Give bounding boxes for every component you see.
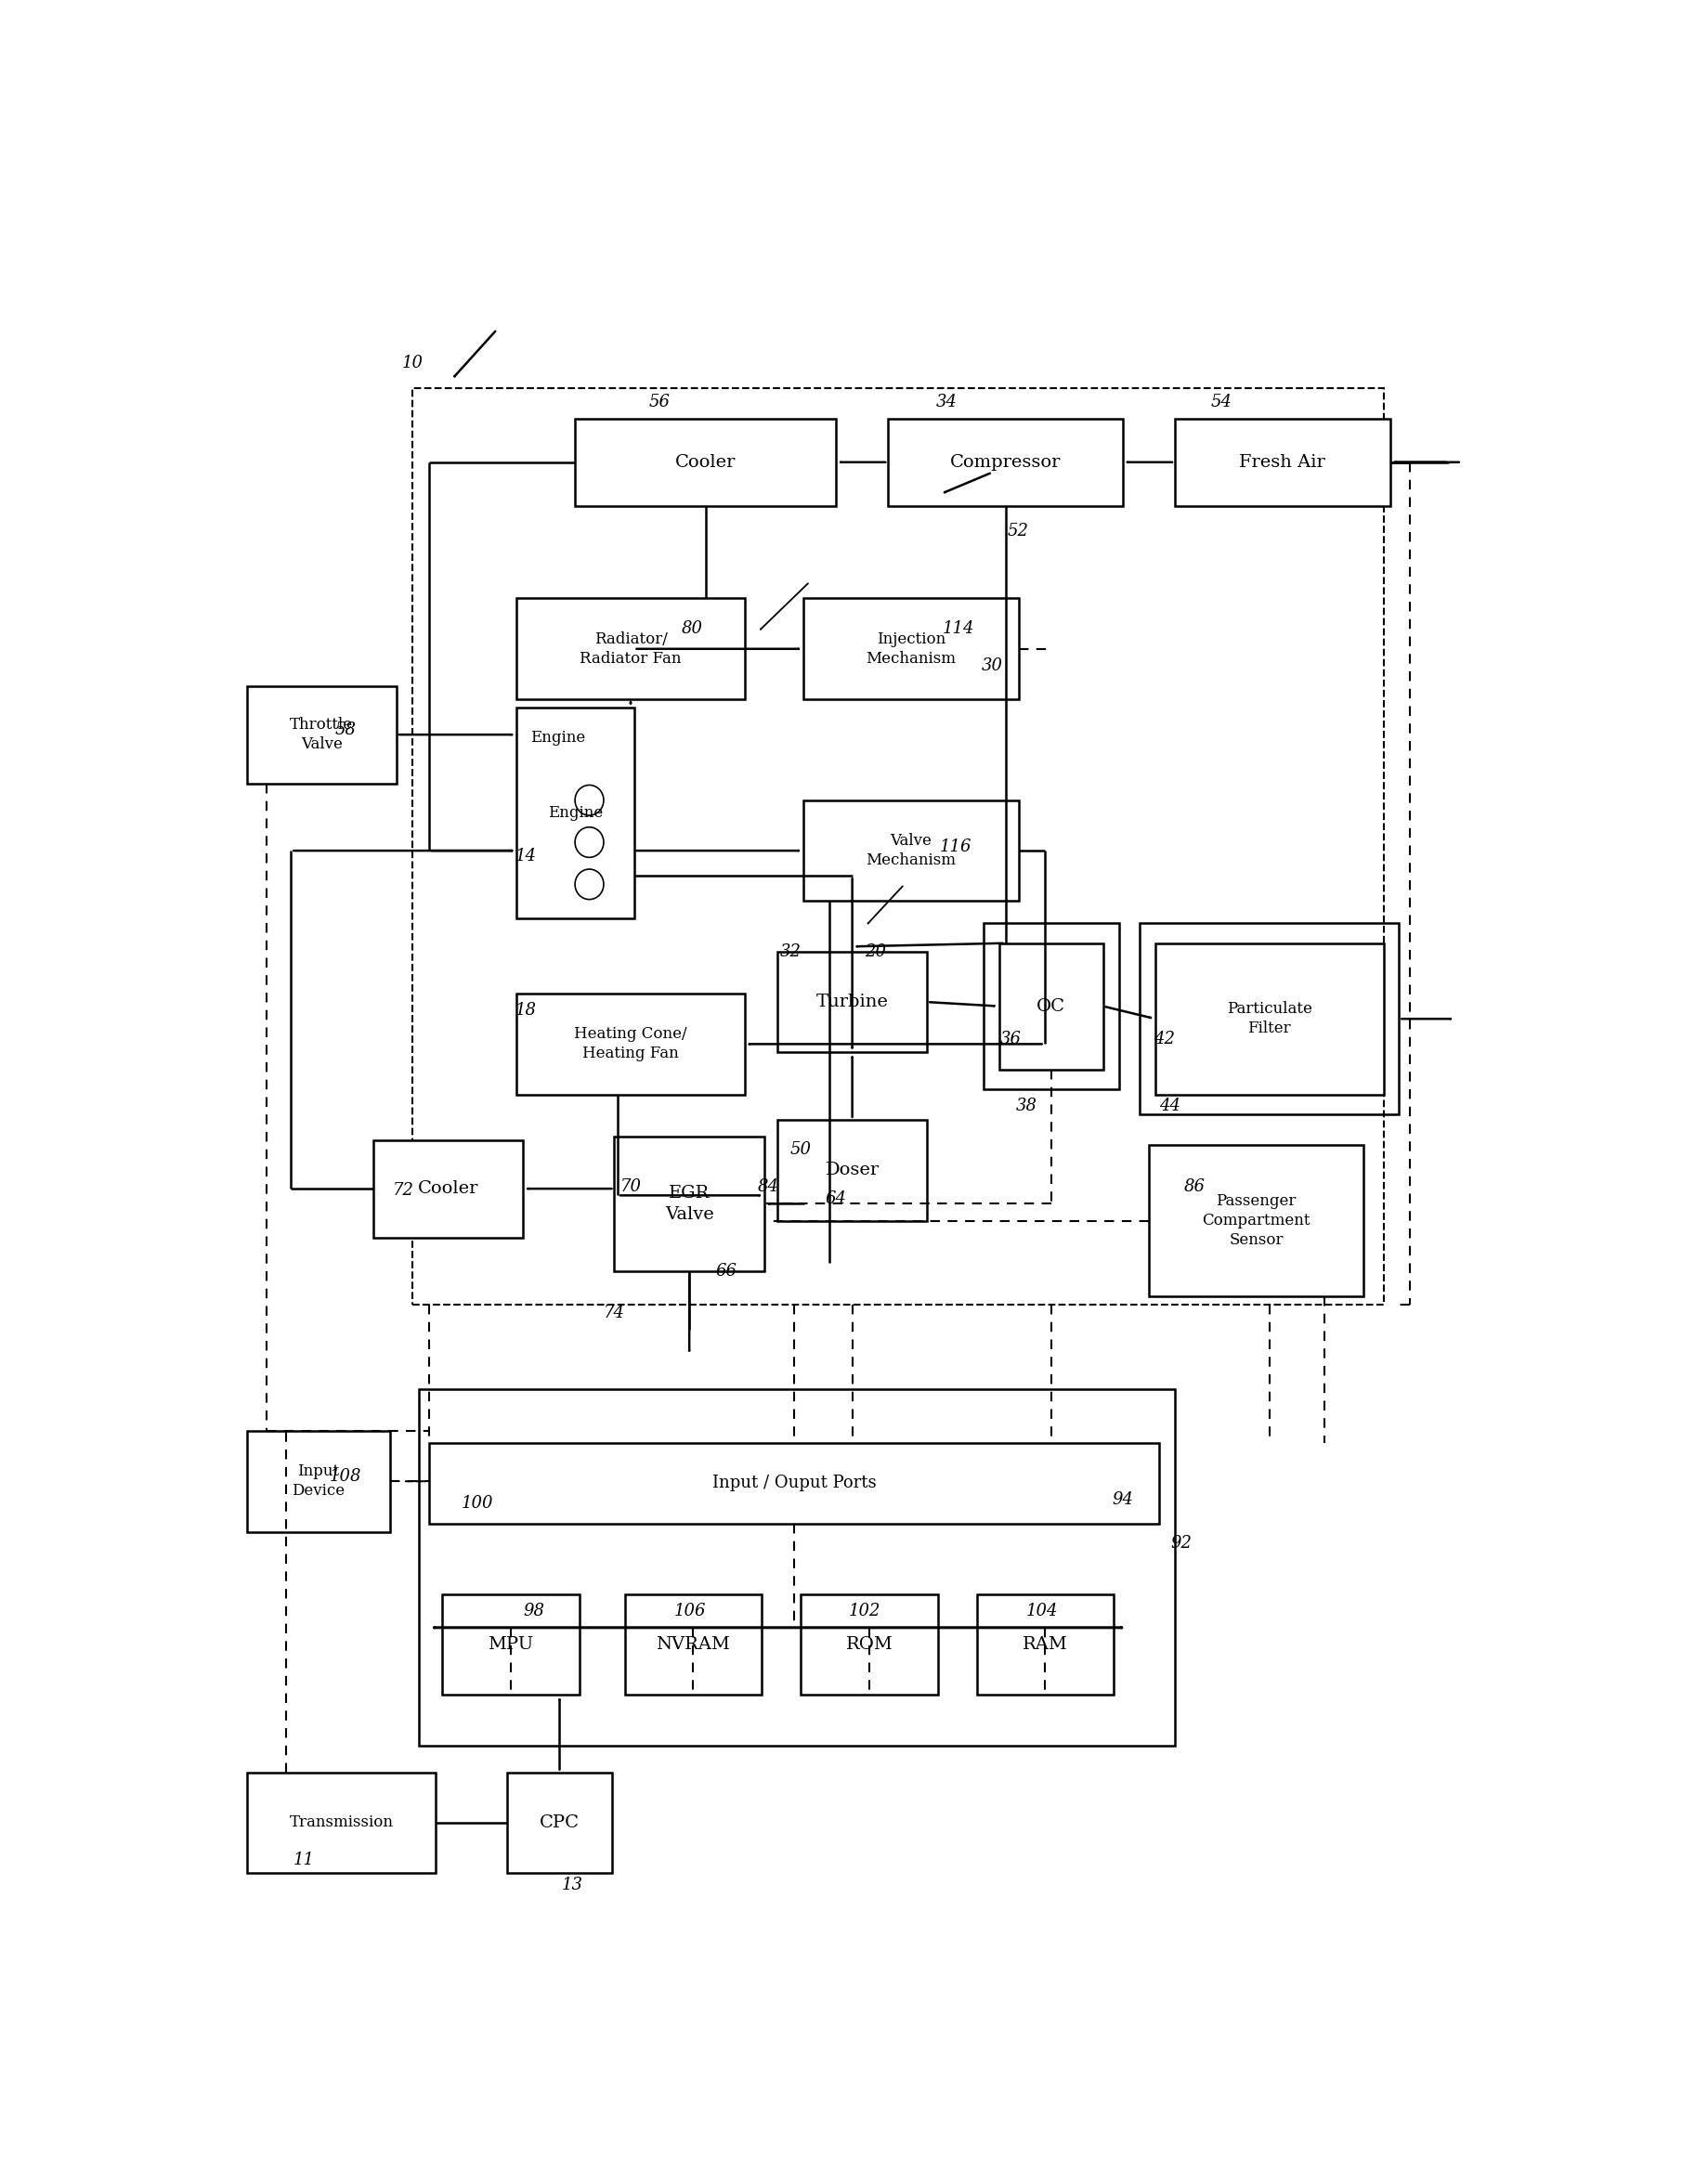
Text: 54: 54 [1211, 393, 1233, 411]
Bar [516, 708, 634, 917]
Text: 42: 42 [1154, 1031, 1176, 1048]
Text: 92: 92 [1171, 1535, 1193, 1553]
Text: 106: 106 [674, 1603, 706, 1618]
Text: 100: 100 [461, 1494, 493, 1511]
Text: RAM: RAM [1023, 1636, 1068, 1653]
Text: 10: 10 [402, 354, 422, 371]
Text: Radiator/
Radiator Fan: Radiator/ Radiator Fan [580, 631, 681, 666]
Text: 114: 114 [942, 620, 974, 638]
Bar [1156, 943, 1383, 1094]
Ellipse shape [575, 784, 604, 815]
Text: 32: 32 [780, 943, 801, 961]
Text: Cooler: Cooler [674, 454, 737, 470]
Text: Passenger
Compartment
Sensor: Passenger Compartment Sensor [1203, 1192, 1310, 1247]
Bar [777, 952, 927, 1053]
Bar [373, 1140, 523, 1238]
Text: 74: 74 [604, 1304, 626, 1321]
Bar [508, 1771, 612, 1874]
Bar [412, 389, 1384, 1304]
Bar [977, 1594, 1113, 1695]
Bar [442, 1594, 579, 1695]
Text: ROM: ROM [846, 1636, 893, 1653]
Text: Throttle
Valve: Throttle Valve [289, 716, 353, 751]
Text: 18: 18 [515, 1002, 537, 1018]
Bar [1140, 924, 1399, 1114]
Bar [801, 1594, 937, 1695]
Text: Compressor: Compressor [950, 454, 1061, 470]
Text: OC: OC [1036, 998, 1065, 1016]
Text: Valve
Mechanism: Valve Mechanism [866, 832, 955, 869]
Text: 44: 44 [1159, 1099, 1181, 1114]
Text: 52: 52 [1008, 522, 1029, 539]
Text: Doser: Doser [826, 1162, 880, 1179]
Text: 30: 30 [982, 657, 1002, 675]
Ellipse shape [575, 869, 604, 900]
Bar [247, 1431, 390, 1531]
Ellipse shape [575, 828, 604, 858]
Text: 94: 94 [1112, 1492, 1134, 1509]
Text: 34: 34 [937, 393, 957, 411]
Bar [804, 598, 1019, 699]
Text: Particulate
Filter: Particulate Filter [1226, 1000, 1312, 1037]
Text: Turbine: Turbine [816, 994, 888, 1011]
Text: Engine: Engine [548, 806, 602, 821]
Text: 58: 58 [335, 721, 357, 738]
Bar [984, 924, 1119, 1090]
Text: EGR
Valve: EGR Valve [664, 1186, 713, 1223]
Text: 84: 84 [757, 1179, 779, 1195]
Bar [247, 686, 397, 784]
Bar [1149, 1144, 1364, 1297]
Text: 104: 104 [1026, 1603, 1058, 1618]
Text: 66: 66 [717, 1262, 737, 1280]
Bar [516, 994, 745, 1094]
Bar [419, 1389, 1176, 1745]
Bar [575, 419, 836, 507]
Text: CPC: CPC [540, 1815, 580, 1830]
Bar [888, 419, 1124, 507]
Text: 50: 50 [791, 1142, 811, 1158]
Text: 86: 86 [1184, 1179, 1204, 1195]
Text: 102: 102 [849, 1603, 881, 1618]
Bar [624, 1594, 762, 1695]
Bar [247, 1771, 436, 1874]
Text: Engine: Engine [530, 729, 585, 747]
Text: 64: 64 [826, 1190, 846, 1208]
Text: 38: 38 [1016, 1099, 1038, 1114]
Bar [429, 1444, 1159, 1524]
Text: 14: 14 [515, 847, 537, 865]
Bar [804, 799, 1019, 902]
Text: NVRAM: NVRAM [656, 1636, 730, 1653]
Text: Cooler: Cooler [417, 1179, 478, 1197]
Bar [777, 1120, 927, 1221]
Text: 80: 80 [681, 620, 703, 638]
Text: MPU: MPU [488, 1636, 533, 1653]
Text: Input
Device: Input Device [293, 1463, 345, 1498]
Text: Fresh Air: Fresh Air [1240, 454, 1325, 470]
Bar [614, 1136, 764, 1271]
Text: 108: 108 [330, 1468, 362, 1485]
Text: Input / Ouput Ports: Input / Ouput Ports [711, 1474, 876, 1492]
Text: 98: 98 [523, 1603, 545, 1618]
Text: Injection
Mechanism: Injection Mechanism [866, 631, 955, 666]
Text: 13: 13 [562, 1876, 584, 1894]
Text: 20: 20 [865, 943, 886, 961]
Bar [516, 598, 745, 699]
Bar [999, 943, 1103, 1070]
Text: 11: 11 [293, 1852, 315, 1867]
Text: 56: 56 [649, 393, 671, 411]
Text: Transmission: Transmission [289, 1815, 394, 1830]
Bar [1176, 419, 1389, 507]
Text: Heating Cone/
Heating Fan: Heating Cone/ Heating Fan [574, 1026, 688, 1061]
Text: 36: 36 [999, 1031, 1021, 1048]
Text: 70: 70 [621, 1179, 643, 1195]
Text: 72: 72 [392, 1182, 414, 1199]
Text: 116: 116 [940, 839, 972, 856]
